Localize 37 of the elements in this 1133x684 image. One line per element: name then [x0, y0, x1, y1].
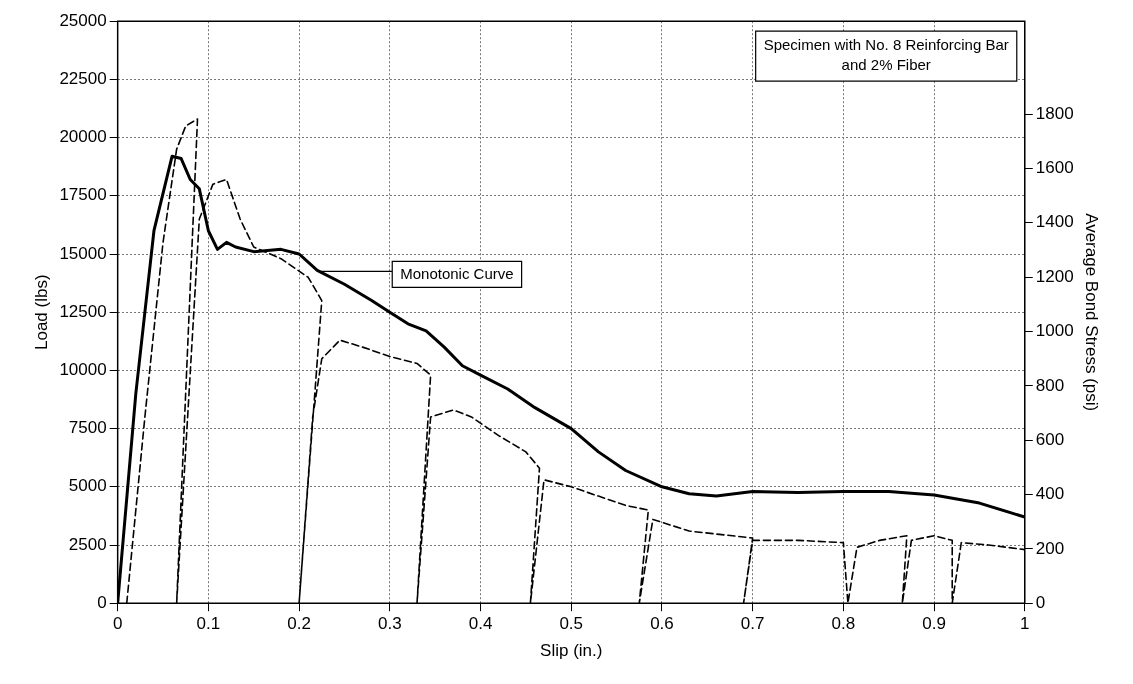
- y-tick-label: 0: [97, 592, 107, 612]
- y-tick-label: 22500: [59, 69, 107, 89]
- y2-tick-label: 1800: [1035, 103, 1074, 123]
- x-tick-label: 0.8: [831, 614, 856, 634]
- y2-tick-label: 200: [1035, 538, 1065, 558]
- x-tick-label: 0.3: [377, 614, 402, 634]
- x-tick-label: 0.7: [740, 614, 765, 634]
- x-tick-label: 1: [1020, 614, 1030, 634]
- y-tick-label: 5000: [68, 476, 107, 496]
- annotation: Monotonic Curve: [400, 264, 514, 282]
- y2-tick-label: 1400: [1035, 212, 1074, 232]
- y-tick-label: 12500: [59, 301, 107, 321]
- y2-axis-title: Average Bond Stress (psi): [1082, 213, 1102, 412]
- annotation: Specimen with No. 8 Reinforcing Bar and 2% Fiber: [763, 36, 1009, 74]
- x-tick-label: 0.6: [650, 614, 674, 634]
- y-tick-label: 15000: [59, 243, 107, 263]
- y-tick-label: 7500: [68, 418, 107, 438]
- x-tick-label: 0.4: [468, 614, 493, 634]
- y-tick-label: 10000: [59, 360, 107, 380]
- x-tick-label: 0.2: [287, 614, 311, 634]
- x-tick-label: 0.5: [559, 614, 584, 634]
- y-tick-label: 25000: [59, 10, 107, 30]
- y-axis-title: Load (lbs): [31, 274, 51, 350]
- y2-tick-label: 1000: [1035, 321, 1074, 341]
- x-tick-label: 0.9: [922, 614, 946, 634]
- y2-tick-label: 800: [1035, 375, 1065, 395]
- x-axis-title: Slip (in.): [540, 641, 603, 661]
- y-tick-label: 2500: [68, 534, 107, 554]
- y-tick-label: 20000: [59, 127, 107, 147]
- y-tick-label: 17500: [59, 185, 107, 205]
- x-tick-label: 0.1: [196, 614, 221, 634]
- y2-tick-label: 0: [1035, 592, 1046, 612]
- x-tick-label: 0: [112, 614, 123, 634]
- y2-tick-label: 1600: [1035, 158, 1074, 178]
- y2-tick-label: 400: [1035, 484, 1065, 504]
- y2-tick-label: 1200: [1035, 266, 1074, 286]
- y2-tick-label: 600: [1035, 429, 1065, 449]
